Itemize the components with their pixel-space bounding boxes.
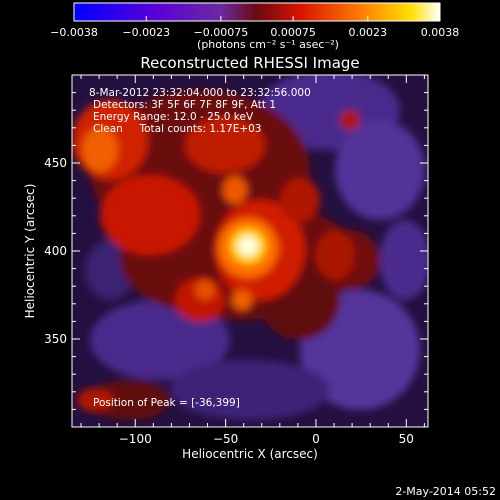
annotation-detectors: Detectors: 3F 5F 6F 7F 8F 9F, Att 1 [93, 99, 276, 111]
x-axis-label: Heliocentric X (arcsec) [182, 447, 318, 461]
x-tick-label: −50 [213, 432, 238, 446]
annotation-time-range: 8-Mar-2012 23:32:04.000 to 23:32:56.000 [89, 87, 311, 99]
footer-timestamp: 2-May-2014 05:52 [395, 485, 496, 498]
colorbar-tick-label: −0.0038 [50, 26, 98, 39]
colorbar-tick-label: 0.00075 [270, 26, 316, 39]
y-axis: 350 400 450 [44, 92, 428, 410]
x-tick-label: 50 [399, 432, 414, 446]
y-tick-label: 350 [44, 332, 67, 346]
colorbar-label: (photons cm⁻² s⁻¹ asec⁻²) [197, 38, 339, 51]
chart-title: Reconstructed RHESSI Image [140, 54, 359, 72]
heatmap-image [72, 75, 428, 427]
annotation-clean-counts: Clean Total counts: 1.17E+03 [93, 123, 262, 135]
colorbar-tick-label: −0.00075 [194, 26, 249, 39]
colorbar-tick-label: 0.0023 [349, 26, 388, 39]
annotations: 8-Mar-2012 23:32:04.000 to 23:32:56.000 … [89, 87, 311, 409]
y-tick-label: 400 [44, 244, 67, 258]
y-axis-label: Heliocentric Y (arcsec) [23, 184, 37, 319]
colorbar-tick-label: 0.0038 [421, 26, 460, 39]
x-tick-label: −100 [119, 432, 152, 446]
annotation-energy-range: Energy Range: 12.0 - 25.0 keV [93, 111, 254, 123]
y-tick-label: 450 [44, 156, 67, 170]
x-axis: −100 −50 0 50 [80, 75, 425, 446]
colorbar [73, 2, 441, 22]
colorbar-tick-label: −0.0023 [122, 26, 170, 39]
colorbar-ticks: −0.0038 −0.0023 −0.00075 0.00075 0.0023 0.003… [50, 16, 459, 39]
annotation-peak-position: Position of Peak = [-36,399] [93, 397, 240, 409]
x-tick-label: 0 [312, 432, 320, 446]
